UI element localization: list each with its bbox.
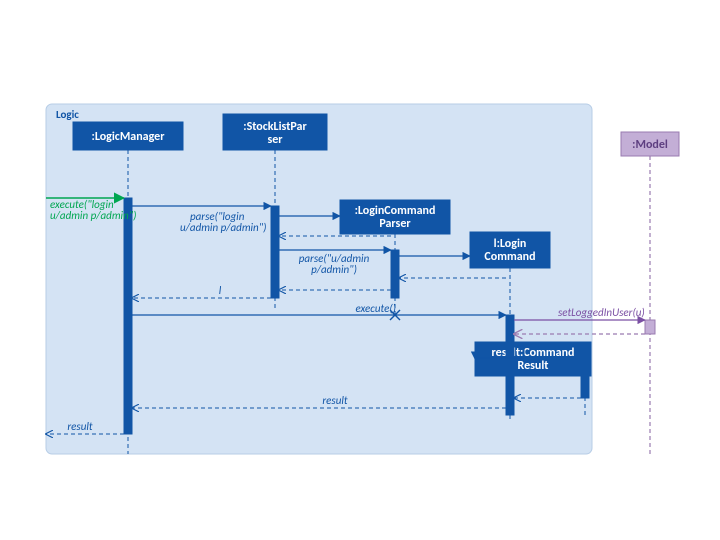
activation-model <box>645 320 655 334</box>
lifeline-stocklistparser: :StockListParser <box>223 114 327 150</box>
activation-logicmanager <box>124 198 132 434</box>
activation-stocklistparser <box>271 206 279 298</box>
msg-return-result-label: result <box>322 394 347 407</box>
msg-execute-label: execute() <box>355 302 396 315</box>
lifeline-logincmdparser: :LoginCommandParser <box>340 200 450 234</box>
msg-setloggedinuser-label: setLoggedInUser(u) <box>558 306 645 319</box>
msg-return-out-label: result <box>67 420 92 433</box>
sequence-diagram: Logic :LogicManager :StockListParser :Lo… <box>0 0 720 540</box>
activation-logincommand <box>506 315 514 415</box>
svg-text::LogicManager: :LogicManager <box>92 130 166 144</box>
logic-frame-label: Logic <box>56 108 79 121</box>
lifeline-logicmanager: :LogicManager <box>73 122 183 150</box>
activation-commandresult <box>581 376 589 398</box>
lifeline-logincommand: l:LoginCommand <box>470 232 550 268</box>
lifeline-commandresult: result:CommandResult <box>475 342 591 376</box>
lifeline-model: :Model <box>621 132 679 156</box>
svg-text::Model: :Model <box>632 138 668 152</box>
activation-logincmdparser <box>391 250 399 298</box>
